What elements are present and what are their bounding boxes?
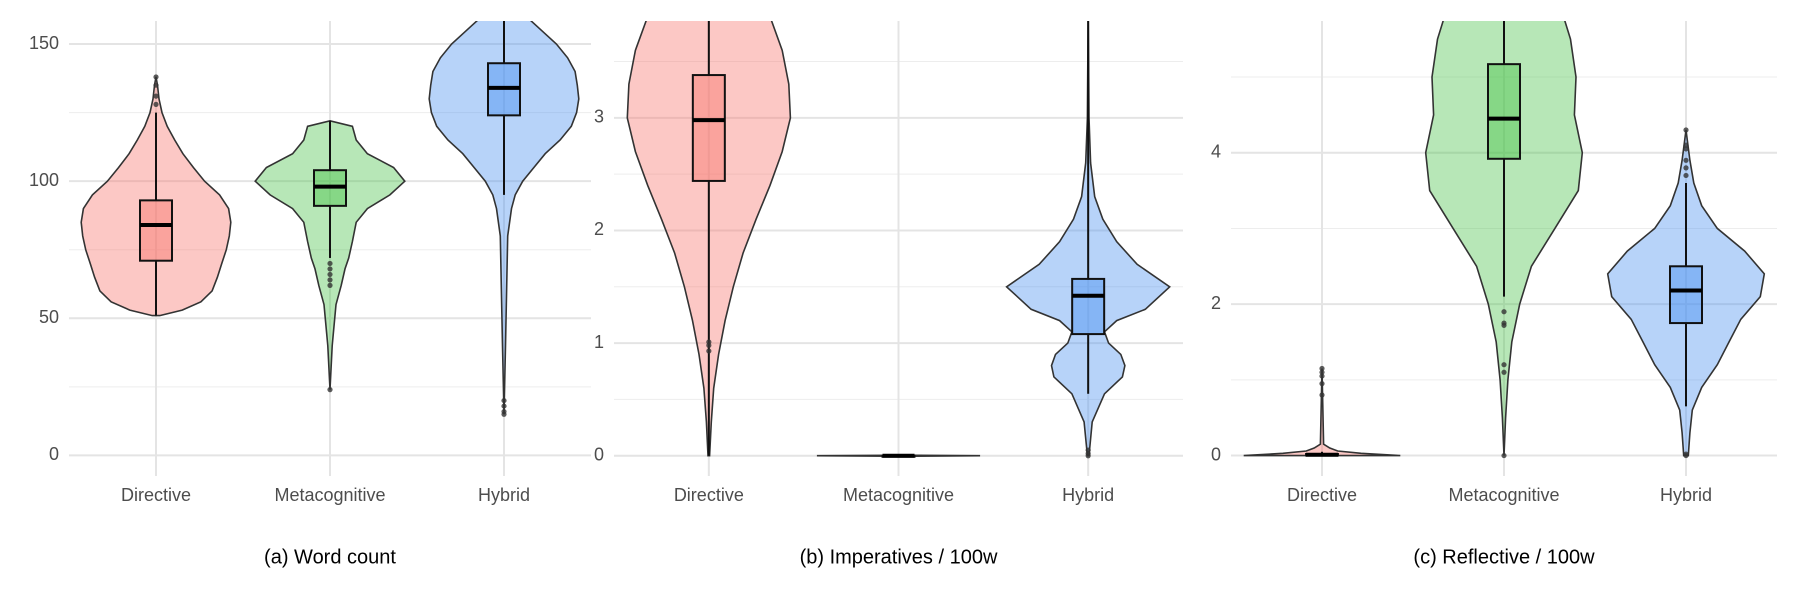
- outlier: [1683, 157, 1689, 163]
- outlier: [1501, 322, 1507, 328]
- y-tick-label: 0: [49, 444, 59, 464]
- x-tick-label: Metacognitive: [1448, 485, 1559, 505]
- outlier: [1683, 165, 1689, 171]
- outlier: [1319, 392, 1325, 398]
- outlier: [1683, 127, 1689, 133]
- outlier: [1319, 381, 1325, 387]
- outlier: [153, 93, 159, 99]
- y-tick-label: 100: [29, 170, 59, 190]
- outlier: [706, 339, 712, 345]
- outlier: [327, 387, 333, 393]
- caption: (b) Imperatives / 100w: [800, 546, 998, 568]
- outlier: [1501, 452, 1507, 459]
- outlier: [1501, 362, 1507, 368]
- outlier: [1085, 447, 1091, 453]
- outlier: [327, 260, 333, 267]
- panel: 0 1 2 3 Directive Metacognitive Hybrid (b) Impe…: [594, 21, 1183, 568]
- y-tick-label: 150: [29, 33, 59, 53]
- box: [691, 74, 726, 182]
- y-tick-label: 0: [594, 444, 604, 464]
- outlier: [327, 271, 333, 278]
- y-tick-label: 50: [39, 307, 59, 327]
- y-tick-label: 1: [594, 332, 604, 352]
- outlier: [327, 266, 333, 272]
- outlier: [501, 411, 507, 417]
- outlier: [1683, 451, 1689, 457]
- x-tick-label: Metacognitive: [843, 485, 954, 505]
- panel: 0 50 100 150 Directive Metacognitive Hybrid (a)…: [29, 21, 591, 568]
- outlier: [1319, 373, 1325, 379]
- outlier: [1683, 146, 1689, 152]
- outlier: [327, 282, 333, 288]
- x-tick-label: Hybrid: [1062, 485, 1114, 505]
- outlier: [1501, 369, 1507, 375]
- outlier: [706, 348, 712, 354]
- plot-area: [626, 21, 1171, 459]
- outlier: [1319, 369, 1325, 375]
- y-tick-label: 2: [594, 219, 604, 239]
- x-tick-label: Directive: [674, 485, 744, 505]
- box: [1071, 277, 1106, 336]
- box: [1487, 63, 1521, 160]
- plot-area: [1243, 21, 1766, 459]
- box: [139, 199, 173, 262]
- box: [1669, 265, 1703, 325]
- x-tick-label: Directive: [121, 485, 191, 505]
- outlier: [153, 82, 159, 88]
- outlier: [501, 403, 507, 409]
- x-tick-label: Hybrid: [478, 485, 530, 505]
- panel: 0 2 4 Directive Metacognitive Hybrid (c) Refle…: [1211, 21, 1777, 568]
- caption: (c) Reflective / 100w: [1413, 546, 1595, 568]
- outlier: [327, 277, 333, 283]
- violin: [428, 21, 580, 415]
- outlier: [1683, 142, 1689, 148]
- caption: (a) Word count: [264, 546, 396, 568]
- y-tick-label: 2: [1211, 293, 1221, 313]
- plot-area: [80, 21, 580, 417]
- x-tick-label: Metacognitive: [274, 485, 385, 505]
- outlier: [153, 101, 159, 107]
- outlier: [1319, 365, 1325, 372]
- x-tick-label: Directive: [1287, 485, 1357, 505]
- y-tick-label: 0: [1211, 444, 1221, 464]
- outlier: [501, 397, 507, 404]
- y-tick-label: 3: [594, 107, 604, 127]
- y-tick-label: 4: [1211, 141, 1221, 161]
- outlier: [1501, 309, 1507, 315]
- outlier: [153, 74, 159, 80]
- outlier: [1683, 172, 1689, 179]
- violin: [1243, 368, 1401, 457]
- x-tick-label: Hybrid: [1660, 485, 1712, 505]
